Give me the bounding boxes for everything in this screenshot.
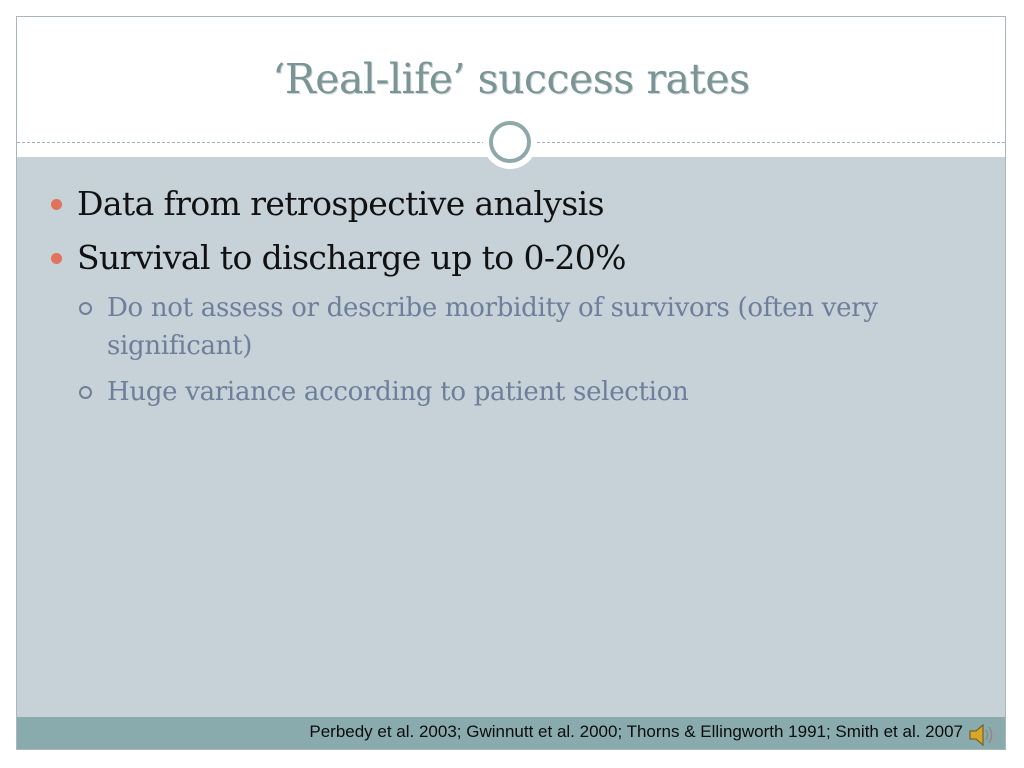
bullet-dot-icon xyxy=(51,199,62,210)
sub-bullet-item: Do not assess or describe morbidity of s… xyxy=(47,289,977,365)
sub-bullet-ring-icon xyxy=(79,302,92,315)
sub-bullet-text: Do not assess or describe morbidity of s… xyxy=(107,293,878,361)
bullet-text: Data from retrospective analysis xyxy=(77,184,605,223)
sub-bullet-item: Huge variance according to patient selec… xyxy=(47,373,977,411)
footer-citation: Perbedy et al. 2003; Gwinnutt et al. 200… xyxy=(309,722,963,741)
footer-band: Perbedy et al. 2003; Gwinnutt et al. 200… xyxy=(17,717,1005,749)
bullet-item: Data from retrospective analysis xyxy=(47,177,977,231)
bullet-text: Survival to discharge up to 0-20% xyxy=(77,238,627,277)
circle-ornament-icon xyxy=(483,115,537,169)
sub-bullet-ring-icon xyxy=(79,386,92,399)
content-area xyxy=(17,157,1005,717)
sub-bullet-text: Huge variance according to patient selec… xyxy=(107,377,689,407)
slide-title: ‘Real-life’ success rates xyxy=(272,55,750,103)
speaker-icon[interactable] xyxy=(967,721,997,749)
bullet-dot-icon xyxy=(51,253,62,264)
ornament-ring xyxy=(489,121,531,163)
bullet-list: Data from retrospective analysis Surviva… xyxy=(47,177,977,411)
bullet-item: Survival to discharge up to 0-20% xyxy=(47,231,977,285)
slide: ‘Real-life’ success rates Data from retr… xyxy=(16,16,1006,750)
